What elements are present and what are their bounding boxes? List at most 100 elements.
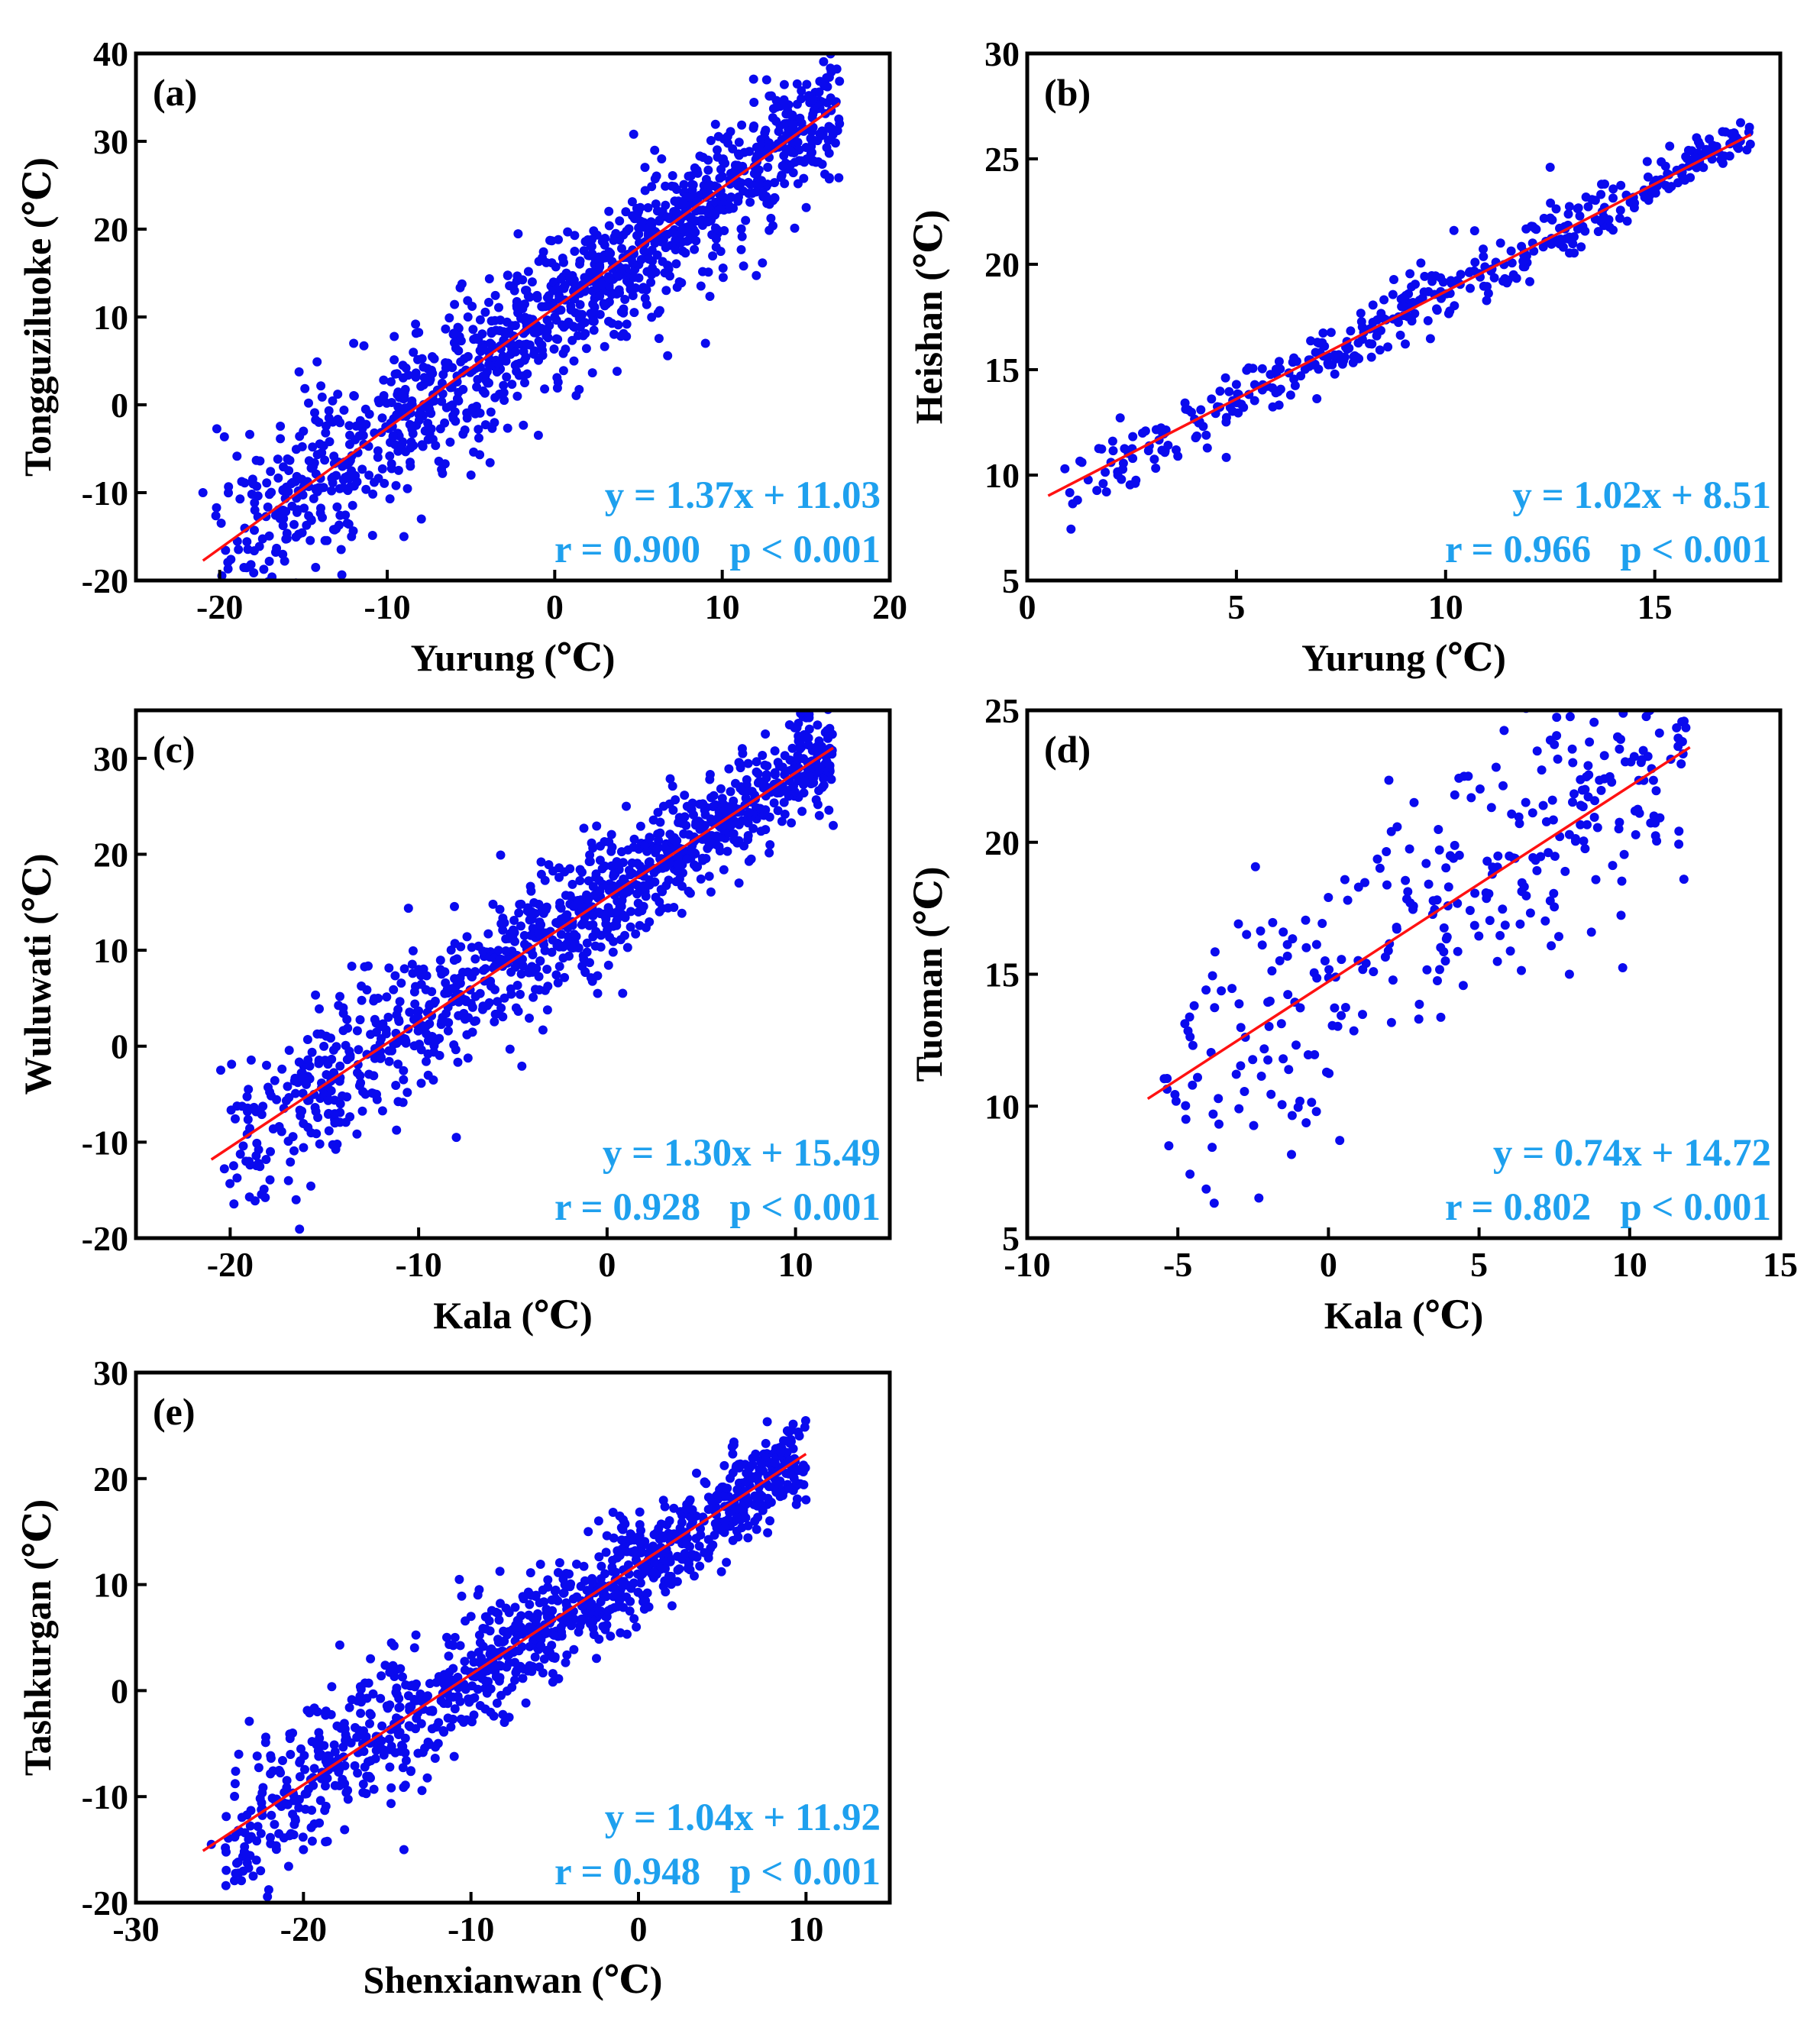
chart-2-point bbox=[651, 892, 661, 902]
chart-0-point bbox=[361, 484, 371, 494]
chart-4-point bbox=[521, 1698, 531, 1708]
chart-0-point bbox=[661, 286, 671, 296]
chart-2-point bbox=[384, 963, 394, 973]
chart-2-point bbox=[691, 862, 701, 872]
chart-4-point bbox=[256, 1866, 266, 1876]
chart-0-point bbox=[486, 407, 496, 417]
chart-1-points bbox=[1060, 118, 1755, 534]
chart-2-point bbox=[528, 963, 538, 973]
chart-0-point bbox=[468, 325, 478, 335]
chart-3-point bbox=[1599, 774, 1609, 784]
chart-4-point bbox=[433, 1738, 443, 1748]
chart-2-point bbox=[642, 846, 652, 856]
chart-2-point bbox=[449, 956, 459, 965]
chart-0-point bbox=[835, 76, 845, 86]
chart-4-point bbox=[499, 1718, 509, 1727]
chart-4-point bbox=[763, 1528, 773, 1538]
chart-4-point bbox=[245, 1821, 255, 1831]
chart-2-point bbox=[428, 1033, 438, 1043]
chart-4-point bbox=[632, 1569, 642, 1579]
chart-2-point bbox=[580, 968, 590, 978]
chart-4-point bbox=[583, 1527, 593, 1537]
chart-2-point bbox=[490, 1017, 499, 1027]
chart-1-point bbox=[1383, 342, 1393, 352]
chart-1-point bbox=[1557, 236, 1566, 246]
chart-4-point bbox=[672, 1551, 682, 1561]
chart-0-point bbox=[732, 160, 742, 170]
chart-1-point bbox=[1187, 407, 1196, 417]
chart-0-point bbox=[708, 251, 718, 261]
chart-0-point bbox=[651, 199, 661, 209]
chart-0-point bbox=[278, 549, 288, 559]
chart-2-point bbox=[245, 1124, 254, 1133]
chart-4-point bbox=[395, 1703, 405, 1712]
chart-2-point bbox=[665, 774, 675, 784]
chart-1-point bbox=[1207, 394, 1217, 404]
chart-2-point bbox=[414, 965, 424, 975]
chart-0-point bbox=[540, 384, 550, 394]
chart-2-point bbox=[443, 1026, 453, 1036]
chart-3-point bbox=[1259, 1044, 1269, 1054]
chart-1-point bbox=[1742, 145, 1752, 155]
chart-0-point bbox=[507, 380, 517, 390]
chart-4-point bbox=[700, 1477, 710, 1487]
chart-0-point bbox=[310, 408, 319, 418]
chart-4-point bbox=[664, 1516, 674, 1525]
chart-4-point bbox=[229, 1917, 238, 1926]
chart-4-point bbox=[765, 1516, 774, 1526]
chart-2-point bbox=[463, 1053, 473, 1063]
chart-4-point bbox=[558, 1589, 568, 1598]
chart-3-point bbox=[1380, 952, 1390, 962]
chart-2-point bbox=[535, 920, 545, 930]
chart-0-point bbox=[510, 347, 520, 357]
chart-2-point bbox=[294, 1057, 304, 1067]
chart-4-point bbox=[233, 1858, 243, 1867]
chart-2-point bbox=[499, 993, 509, 1003]
chart-2-point bbox=[480, 964, 490, 974]
chart-3-point bbox=[1409, 797, 1419, 807]
chart-0-point bbox=[686, 212, 696, 222]
chart-0-point bbox=[513, 229, 523, 239]
chart-3-point bbox=[1386, 1017, 1396, 1027]
chart-0-point bbox=[559, 257, 568, 267]
chart-3-point bbox=[1538, 800, 1548, 810]
chart-1-point bbox=[1075, 456, 1085, 466]
chart-3-point bbox=[1633, 804, 1643, 814]
chart-0-point bbox=[736, 224, 746, 234]
chart-0-point bbox=[398, 373, 408, 383]
chart-0-point bbox=[719, 226, 729, 235]
chart-0-point bbox=[414, 328, 424, 338]
chart-1-point bbox=[1173, 451, 1183, 461]
chart-4-point bbox=[547, 1641, 557, 1651]
chart-0-point bbox=[499, 388, 509, 398]
chart-2-point bbox=[698, 799, 708, 809]
chart-2-point bbox=[376, 1053, 386, 1063]
chart-0-point bbox=[790, 223, 800, 233]
chart-3-point bbox=[1268, 917, 1278, 927]
chart-2-point bbox=[338, 1003, 348, 1013]
chart-4-point bbox=[720, 1516, 730, 1526]
chart-2-point bbox=[257, 1110, 267, 1120]
chart-2-point bbox=[542, 965, 552, 974]
chart-2-point bbox=[556, 930, 566, 939]
chart-4-point bbox=[732, 1485, 742, 1495]
chart-1-point bbox=[1268, 383, 1278, 393]
chart-3-point bbox=[1541, 817, 1551, 826]
chart-2-point bbox=[461, 997, 471, 1007]
chart-4-point bbox=[294, 1803, 304, 1812]
chart-2-point bbox=[435, 956, 445, 965]
chart-4-point bbox=[667, 1601, 677, 1611]
chart-0-point bbox=[399, 391, 409, 401]
chart-0-point bbox=[255, 456, 265, 466]
chart-0-point bbox=[480, 307, 490, 317]
chart-1-point bbox=[1416, 258, 1426, 268]
chart-4-point bbox=[562, 1650, 572, 1660]
chart-2-point bbox=[551, 918, 561, 927]
chart-2-point bbox=[729, 829, 739, 839]
chart-3-point bbox=[1256, 1072, 1266, 1081]
chart-2-panel-label: (c) bbox=[153, 728, 196, 771]
chart-2-point bbox=[258, 1101, 268, 1111]
chart-3-point bbox=[1577, 785, 1587, 795]
chart-0-point bbox=[672, 283, 682, 293]
chart-0-point bbox=[640, 293, 650, 303]
